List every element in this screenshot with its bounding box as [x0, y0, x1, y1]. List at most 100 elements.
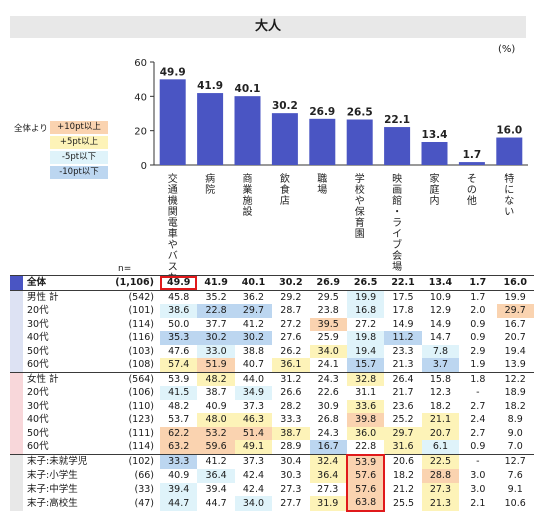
- row-group-strip: [10, 275, 23, 290]
- table-cell: 27.3: [421, 482, 460, 496]
- table-cell: 2.9: [470, 345, 486, 357]
- table-cell: 30.2: [234, 331, 273, 345]
- y-tick-label: 0: [141, 161, 147, 172]
- table-cell: 53.9: [345, 453, 386, 469]
- table-row: 末子:高校生 (47) 44.7 44.7 34.0 27.7 31.9 63.8 25.5 21…: [10, 496, 534, 512]
- table-cell: 17.8: [392, 305, 414, 316]
- table-cell: 27.7: [280, 497, 302, 509]
- table-cell: 50.0: [168, 318, 190, 330]
- table-cell: 19.8: [346, 331, 385, 345]
- table-cell: 18.2: [392, 470, 415, 481]
- table-cell: 49.1: [234, 440, 273, 455]
- row-n: (1,106): [97, 275, 160, 290]
- bar-value-label: 26.9: [309, 106, 335, 118]
- category-label: 家庭内: [430, 172, 440, 207]
- table-cell: 32.8: [346, 371, 385, 386]
- table-cell: 39.4: [205, 483, 227, 495]
- row-n: (123): [128, 414, 154, 425]
- category-label: 職場: [317, 173, 327, 196]
- table-cell: 1.8: [459, 371, 497, 386]
- table-cell: 44.0: [234, 371, 273, 386]
- table-cell: 31.6: [384, 440, 422, 455]
- table-cell: 2.7: [470, 427, 486, 439]
- table-cell: 37.7: [205, 318, 227, 330]
- table-cell: 27.3: [317, 483, 339, 495]
- row-n: (106): [128, 387, 154, 398]
- table-cell: 22.6: [317, 387, 339, 398]
- table-cell: 36.2: [234, 289, 273, 304]
- row-group-strip: [10, 413, 23, 427]
- category-label: 学校や保育園: [355, 172, 365, 240]
- bar: [159, 79, 186, 165]
- table-cell: 33.3: [160, 454, 198, 469]
- table-cell: 19.4: [346, 344, 385, 358]
- table-cell: 2.4: [470, 414, 486, 425]
- table-cell: 36.1: [272, 358, 310, 372]
- table-cell: 21.7: [392, 387, 414, 398]
- table-cell: 28.8: [421, 469, 460, 483]
- table-cell: 1.9: [470, 359, 486, 370]
- table-cell: 39.5: [309, 317, 347, 331]
- row-group-strip: [10, 358, 23, 372]
- table-cell: 26.4: [384, 371, 422, 386]
- table-row: 60代 (114) 63.2 59.6 49.1 28.9 16.7 22.8 31.6 6.1 0…: [10, 440, 534, 455]
- table-cell: 19.4: [504, 345, 526, 357]
- table-row: 40代 (116) 35.3 30.2 30.2 27.6 25.9 19.8 11.2 14.7…: [10, 331, 534, 345]
- row-label: 末子:小学生: [27, 470, 78, 481]
- table-cell: 59.6: [197, 440, 235, 455]
- table-cell: 34.9: [234, 386, 273, 400]
- row-label: 40代: [27, 414, 49, 425]
- bar-value-label: 30.2: [272, 100, 298, 112]
- row-n: (108): [128, 359, 154, 370]
- table-cell: 53.2: [197, 426, 235, 440]
- row-label: 40代: [27, 332, 49, 343]
- row-group-strip: [10, 454, 23, 469]
- row-n: (110): [128, 400, 154, 412]
- table-cell: 57.6: [345, 482, 386, 496]
- table-cell: 0.9: [470, 441, 486, 453]
- table-cell: 3.7: [421, 358, 460, 372]
- table-cell: 31.1: [355, 387, 377, 398]
- table-cell: 2.1: [470, 497, 486, 509]
- bar: [458, 162, 485, 165]
- table-cell: 12.9: [429, 305, 451, 316]
- bar: [346, 119, 373, 165]
- table-cell: 57.6: [345, 469, 386, 483]
- table-cell: 37.3: [242, 400, 265, 412]
- row-n: (33): [134, 483, 154, 495]
- table-cell: 30.2: [272, 275, 310, 290]
- legend-item: +5pt以上: [50, 136, 108, 149]
- table-row: 50代 (111) 62.2 53.2 51.4 38.7 24.3 36.0 29.7 20.7…: [10, 426, 534, 440]
- bar-chart: 60 40 20 0 49.9 交通機関電車やバスなどの 41.9 病院 40.1 商業施設 30.…: [134, 58, 528, 275]
- table-cell: 30.9: [317, 400, 339, 412]
- y-tick-label: 60: [134, 58, 147, 69]
- table-cell: 19.9: [496, 289, 534, 304]
- table-cell: 20.7: [504, 332, 526, 343]
- n-label: n=: [118, 264, 132, 274]
- table-cell: 40.9: [168, 470, 190, 481]
- table-row: 60代 (108) 57.4 51.9 40.7 36.1 24.1 15.7 21.3 3.7 1…: [10, 358, 534, 372]
- row-group-strip: [10, 331, 23, 345]
- bar-value-label: 40.1: [235, 83, 261, 95]
- table-cell: 42.4: [242, 470, 265, 481]
- category-label: 映画館・ライブ会場: [392, 173, 402, 273]
- table-cell: 62.2: [160, 426, 198, 440]
- data-table: 全体 (1,106) 49.9 41.9 40.1 30.2 26.9 26.5 22.1 13.…: [10, 275, 534, 512]
- table-cell: 29.5: [309, 289, 347, 304]
- row-label: 50代: [27, 345, 49, 357]
- table-cell: 23.3: [392, 345, 414, 357]
- table-cell: 12.2: [496, 371, 534, 386]
- table-cell: 24.3: [317, 427, 339, 439]
- bar-value-label: 49.9: [160, 66, 186, 78]
- table-cell: 16.7: [309, 440, 347, 455]
- table-cell: 41.9: [197, 275, 235, 290]
- table-cell: 31.2: [272, 371, 310, 386]
- table-cell: 1.7: [459, 289, 497, 304]
- table-cell: 16.8: [346, 304, 385, 318]
- table-cell: 41.2: [242, 318, 265, 330]
- table-cell: 36.4: [309, 469, 347, 483]
- table-cell: 34.0: [309, 344, 347, 358]
- row-group-strip: [10, 426, 23, 440]
- table-cell: 48.2: [197, 371, 235, 386]
- table-cell: 20.6: [384, 454, 422, 469]
